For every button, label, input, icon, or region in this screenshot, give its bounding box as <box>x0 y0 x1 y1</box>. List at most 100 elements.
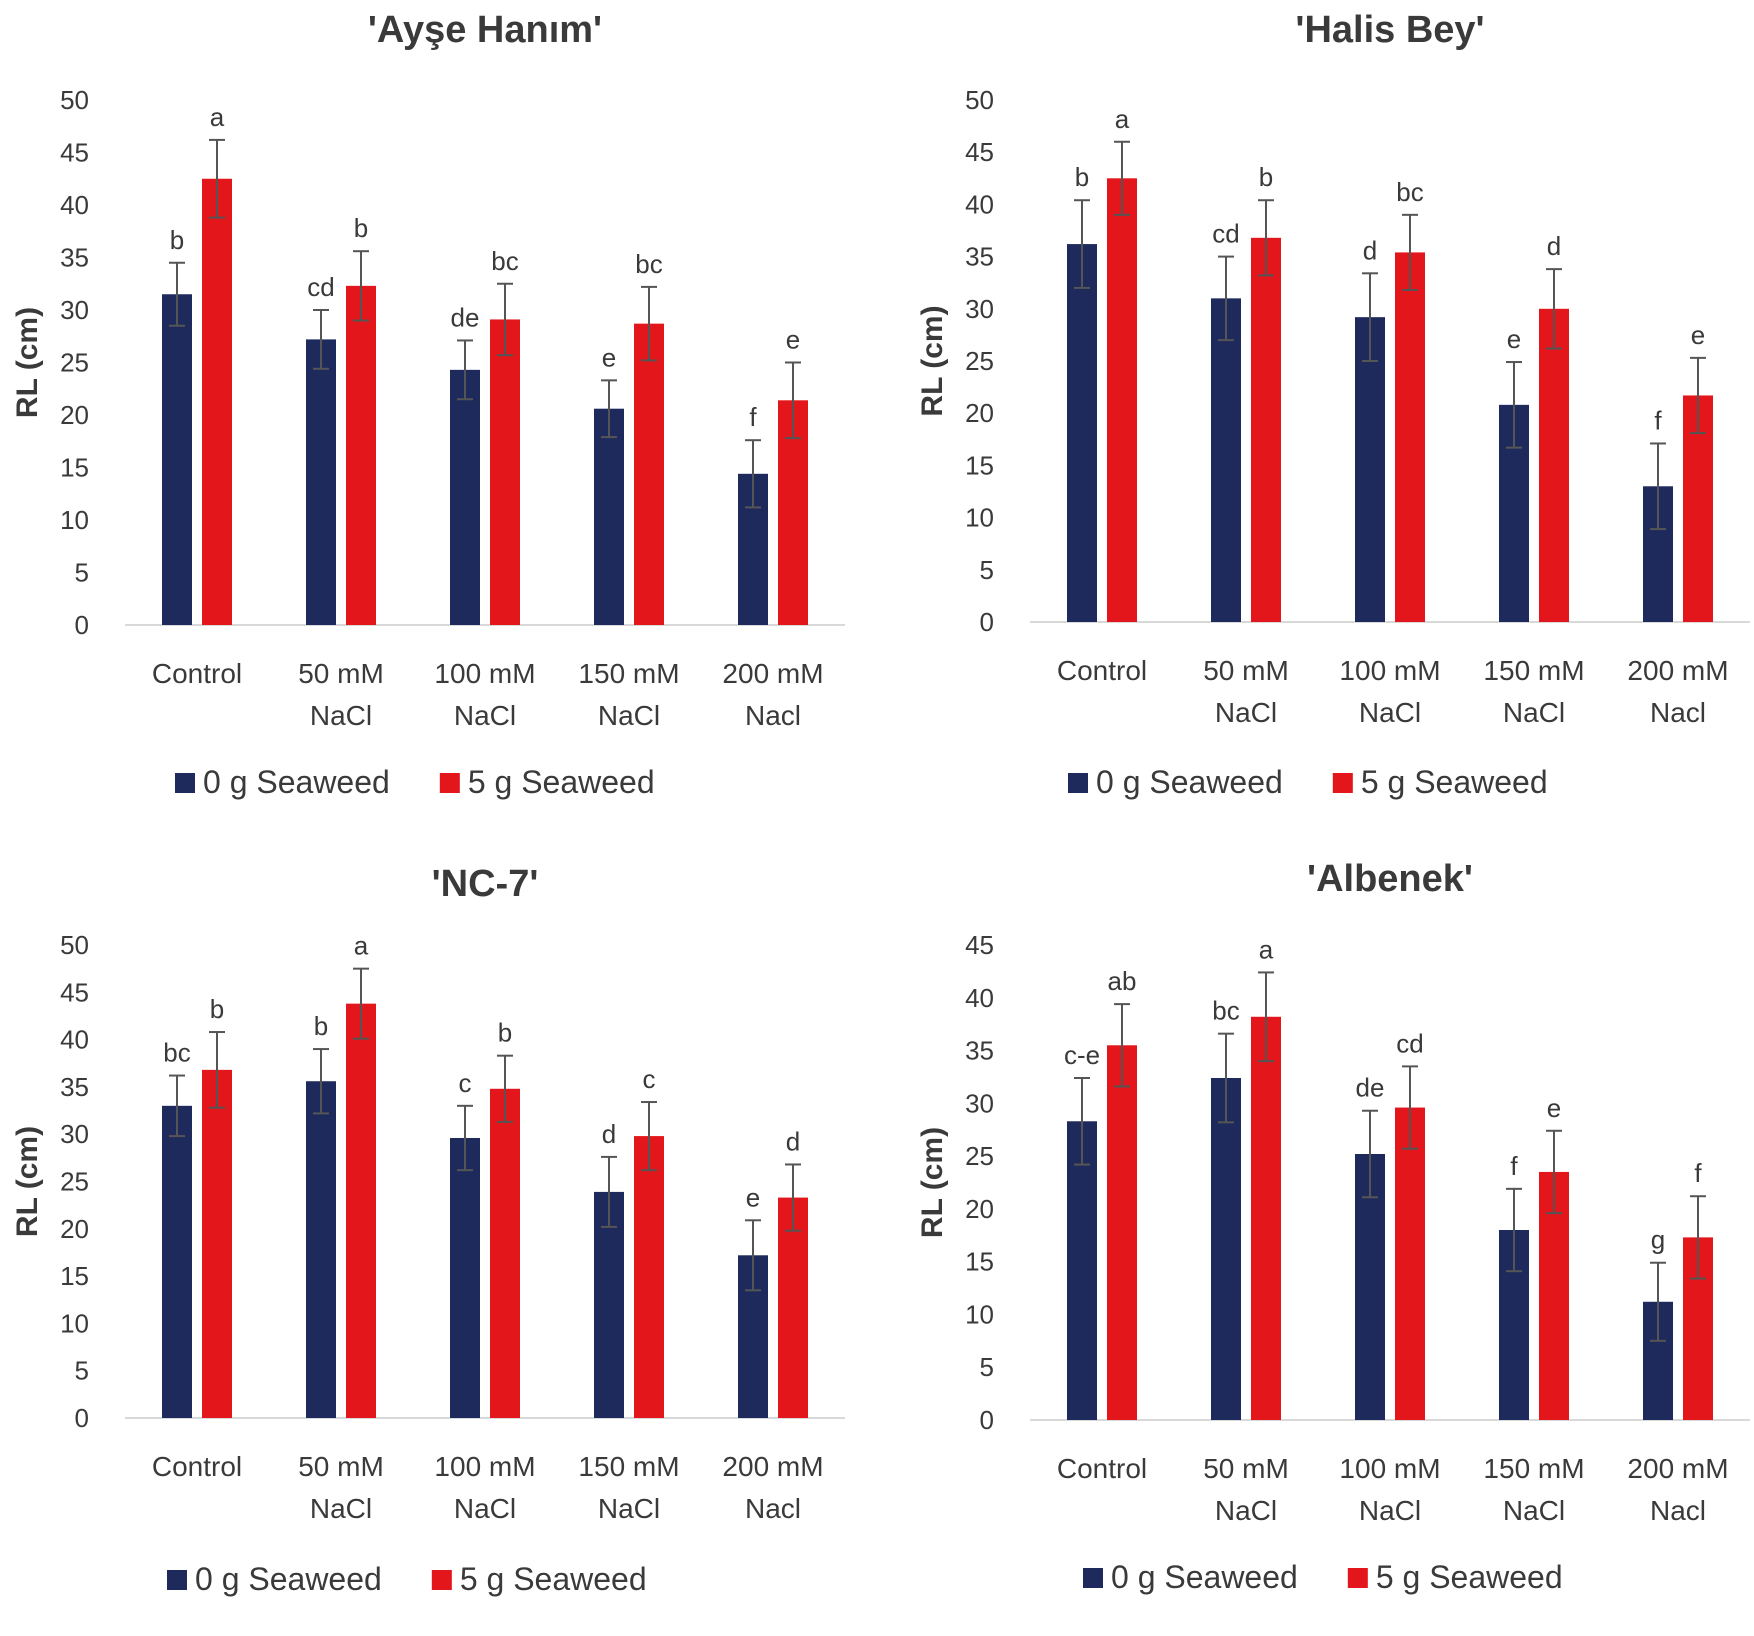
significance-letter: a <box>210 102 225 132</box>
x-tick-label: Nacl <box>1650 697 1706 728</box>
legend-label: 5 g Seaweed <box>1376 1559 1563 1595</box>
bar <box>202 1069 232 1418</box>
y-tick-label: 20 <box>965 1194 994 1224</box>
legend-swatch <box>167 1570 187 1590</box>
significance-letter: e <box>1547 1093 1561 1123</box>
y-tick-label: 20 <box>60 400 89 430</box>
x-tick-label: 50 mM <box>1203 655 1289 686</box>
significance-letter: b <box>314 1011 328 1041</box>
significance-letter: g <box>1651 1225 1665 1255</box>
significance-letter: f <box>749 402 757 432</box>
legend-swatch <box>1083 1568 1103 1588</box>
significance-letter: a <box>1259 934 1274 964</box>
significance-letter: d <box>1363 235 1377 265</box>
bar <box>306 1081 336 1418</box>
significance-letter: b <box>170 225 184 255</box>
chart-panel-3: 'NC-7'RL (cm)05101520253035404550bcbCont… <box>11 863 845 1597</box>
legend-label: 5 g Seaweed <box>460 1561 647 1597</box>
legend-label: 0 g Seaweed <box>1111 1559 1298 1595</box>
significance-letter: f <box>1510 1151 1518 1181</box>
bar <box>162 1105 192 1418</box>
x-tick-label: Control <box>152 1451 242 1482</box>
x-tick-label: 150 mM <box>1483 655 1584 686</box>
significance-letter: b <box>1259 162 1273 192</box>
significance-letter: f <box>1654 405 1662 435</box>
y-tick-label: 35 <box>60 243 89 273</box>
x-tick-label: 50 mM <box>1203 1453 1289 1484</box>
chart-panel-2: 'Halis Bey'RL (cm)05101520253035404550ba… <box>916 9 1750 800</box>
y-tick-label: 5 <box>980 555 994 585</box>
x-tick-label: 200 mM <box>722 1451 823 1482</box>
significance-letter: bc <box>1212 996 1239 1026</box>
significance-letter: de <box>1356 1073 1385 1103</box>
significance-letter: e <box>1691 320 1705 350</box>
legend-label: 0 g Seaweed <box>195 1561 382 1597</box>
y-tick-label: 10 <box>965 1299 994 1329</box>
y-tick-label: 30 <box>60 295 89 325</box>
bar <box>1211 298 1241 622</box>
y-tick-label: 35 <box>965 242 994 272</box>
bar <box>490 319 520 625</box>
y-axis-label: RL (cm) <box>916 1127 949 1238</box>
y-tick-label: 50 <box>60 85 89 115</box>
significance-letter: e <box>786 325 800 355</box>
significance-letter: cd <box>1212 219 1239 249</box>
y-tick-label: 0 <box>980 1405 994 1435</box>
y-tick-label: 20 <box>965 398 994 428</box>
bar <box>450 1137 480 1418</box>
x-tick-label: NaCl <box>454 700 516 731</box>
y-tick-label: 25 <box>60 348 89 378</box>
y-tick-label: 45 <box>965 930 994 960</box>
x-tick-label: Control <box>152 658 242 689</box>
bar <box>1251 1016 1281 1420</box>
y-tick-label: 45 <box>965 137 994 167</box>
bar <box>1355 317 1385 622</box>
y-tick-label: 10 <box>965 503 994 533</box>
legend-swatch <box>1347 1568 1368 1588</box>
bar <box>1539 308 1569 622</box>
x-tick-label: 200 mM <box>1627 1453 1728 1484</box>
y-tick-label: 40 <box>965 983 994 1013</box>
y-axis-label: RL (cm) <box>11 1126 44 1237</box>
y-tick-label: 10 <box>60 1308 89 1338</box>
significance-letter: cd <box>307 272 334 302</box>
bar <box>1107 178 1137 623</box>
x-tick-label: NaCl <box>598 1493 660 1524</box>
y-tick-label: 25 <box>60 1167 89 1197</box>
chart-title: 'Ayşe Hanım' <box>368 9 602 51</box>
y-tick-label: 25 <box>965 346 994 376</box>
bar <box>1395 1107 1425 1420</box>
legend-swatch <box>439 773 460 793</box>
y-axis-label: RL (cm) <box>11 307 44 418</box>
y-tick-label: 15 <box>60 1261 89 1291</box>
y-tick-label: 10 <box>60 505 89 535</box>
significance-letter: bc <box>491 246 518 276</box>
chart-title: 'Albenek' <box>1307 858 1473 900</box>
x-tick-label: 100 mM <box>434 1451 535 1482</box>
x-tick-label: 150 mM <box>578 1451 679 1482</box>
x-tick-label: 200 mM <box>1627 655 1728 686</box>
bar <box>1067 244 1097 622</box>
significance-letter: de <box>451 302 480 332</box>
significance-letter: b <box>354 213 368 243</box>
significance-letter: ab <box>1108 966 1137 996</box>
significance-letter: bc <box>635 249 662 279</box>
x-tick-label: NaCl <box>1359 697 1421 728</box>
legend-swatch <box>175 773 195 793</box>
bar <box>450 369 480 625</box>
x-tick-label: NaCl <box>310 1493 372 1524</box>
significance-letter: a <box>354 931 369 961</box>
significance-letter: bc <box>1396 177 1423 207</box>
y-tick-label: 5 <box>75 1356 89 1386</box>
bar <box>346 285 376 625</box>
legend-label: 0 g Seaweed <box>203 764 390 800</box>
significance-letter: bc <box>163 1038 190 1068</box>
significance-letter: e <box>602 342 616 372</box>
legend-swatch <box>1068 773 1088 793</box>
y-tick-label: 15 <box>60 453 89 483</box>
x-tick-label: NaCl <box>598 700 660 731</box>
legend-label: 5 g Seaweed <box>468 764 655 800</box>
significance-letter: a <box>1115 104 1130 134</box>
significance-letter: f <box>1694 1158 1702 1188</box>
x-tick-label: NaCl <box>1359 1495 1421 1526</box>
